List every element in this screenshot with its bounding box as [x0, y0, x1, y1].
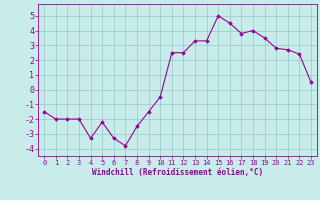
X-axis label: Windchill (Refroidissement éolien,°C): Windchill (Refroidissement éolien,°C) [92, 168, 263, 177]
